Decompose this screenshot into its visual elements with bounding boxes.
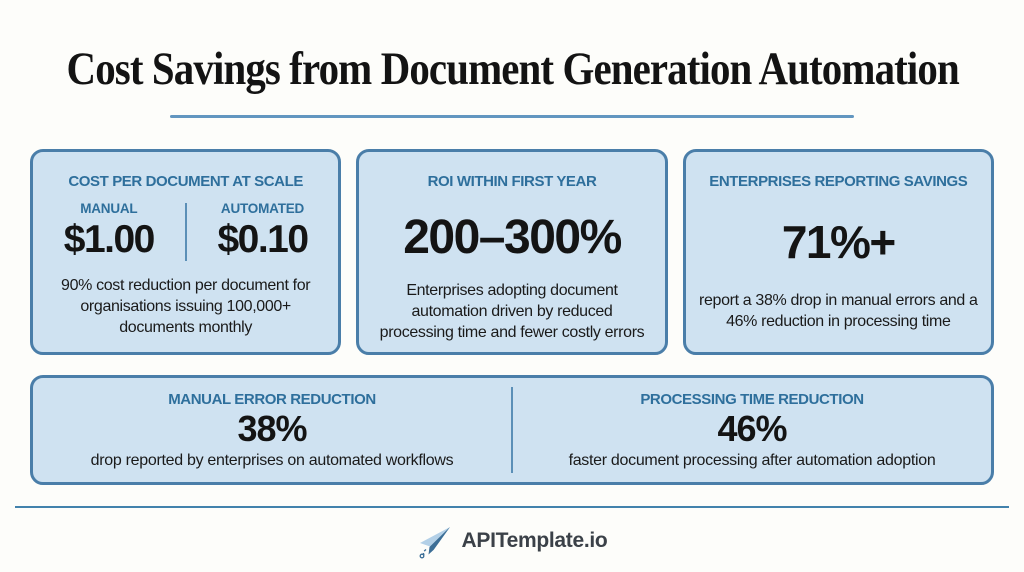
card-description: Enterprises adopting document automation…	[379, 282, 645, 341]
paper-plane-icon	[417, 523, 453, 559]
title-underline	[170, 115, 854, 118]
stat-card-enterprises-savings: ENTERPRISES REPORTING SAVINGS 71%+ repor…	[682, 149, 994, 355]
brand-name: APITemplate.io	[461, 529, 608, 552]
manual-cost-value: $1.00	[63, 218, 156, 261]
vertical-divider	[184, 202, 187, 261]
footer: APITemplate.io	[0, 506, 1024, 559]
header: Cost Savings from Document Generation Au…	[0, 0, 1024, 118]
banner-card: MANUAL ERROR REDUCTION 38% drop reported…	[30, 375, 994, 485]
vertical-divider	[511, 387, 513, 473]
banner-value: 38%	[237, 408, 307, 449]
footer-divider-line	[15, 506, 1009, 508]
banner-processing-time-reduction: PROCESSING TIME REDUCTION 46% faster doc…	[513, 378, 991, 482]
banner-manual-error-reduction: MANUAL ERROR REDUCTION 38% drop reported…	[33, 378, 511, 482]
card-description: 90% cost reduction per document for orga…	[61, 277, 311, 336]
brand-logo: APITemplate.io	[0, 523, 1024, 559]
banner-header: MANUAL ERROR REDUCTION	[168, 391, 376, 408]
banner-description: drop reported by enterprises on automate…	[90, 452, 454, 469]
stats-section: COST PER DOCUMENT AT SCALE MANUAL $1.00 …	[0, 149, 1024, 485]
manual-label: MANUAL	[80, 201, 138, 216]
banner-value: 46%	[717, 408, 787, 449]
stat-cards-row: COST PER DOCUMENT AT SCALE MANUAL $1.00 …	[30, 149, 994, 355]
automated-cost-value: $0.10	[217, 218, 309, 261]
banner-description: faster document processing after automat…	[568, 452, 936, 469]
card-header: ENTERPRISES REPORTING SAVINGS	[709, 173, 968, 190]
automated-label: AUTOMATED	[220, 201, 305, 216]
page-title: Cost Savings from Document Generation Au…	[66, 43, 960, 95]
automated-cost-column: AUTOMATED $0.10	[187, 201, 339, 262]
manual-cost-column: MANUAL $1.00	[33, 201, 185, 262]
cost-comparison: MANUAL $1.00 AUTOMATED $0.10	[33, 201, 338, 262]
card-header: COST PER DOCUMENT AT SCALE	[68, 173, 303, 190]
card-header: ROI WITHIN FIRST YEAR	[427, 173, 597, 190]
banner-header: PROCESSING TIME REDUCTION	[640, 391, 864, 408]
enterprises-value: 71%+	[781, 216, 896, 268]
stat-card-cost-per-document: COST PER DOCUMENT AT SCALE MANUAL $1.00 …	[30, 149, 342, 355]
roi-value: 200–300%	[403, 211, 622, 264]
card-description: report a 38% drop in manual errors and a…	[699, 292, 978, 330]
stat-card-roi: ROI WITHIN FIRST YEAR 200–300% Enterpris…	[356, 149, 668, 355]
